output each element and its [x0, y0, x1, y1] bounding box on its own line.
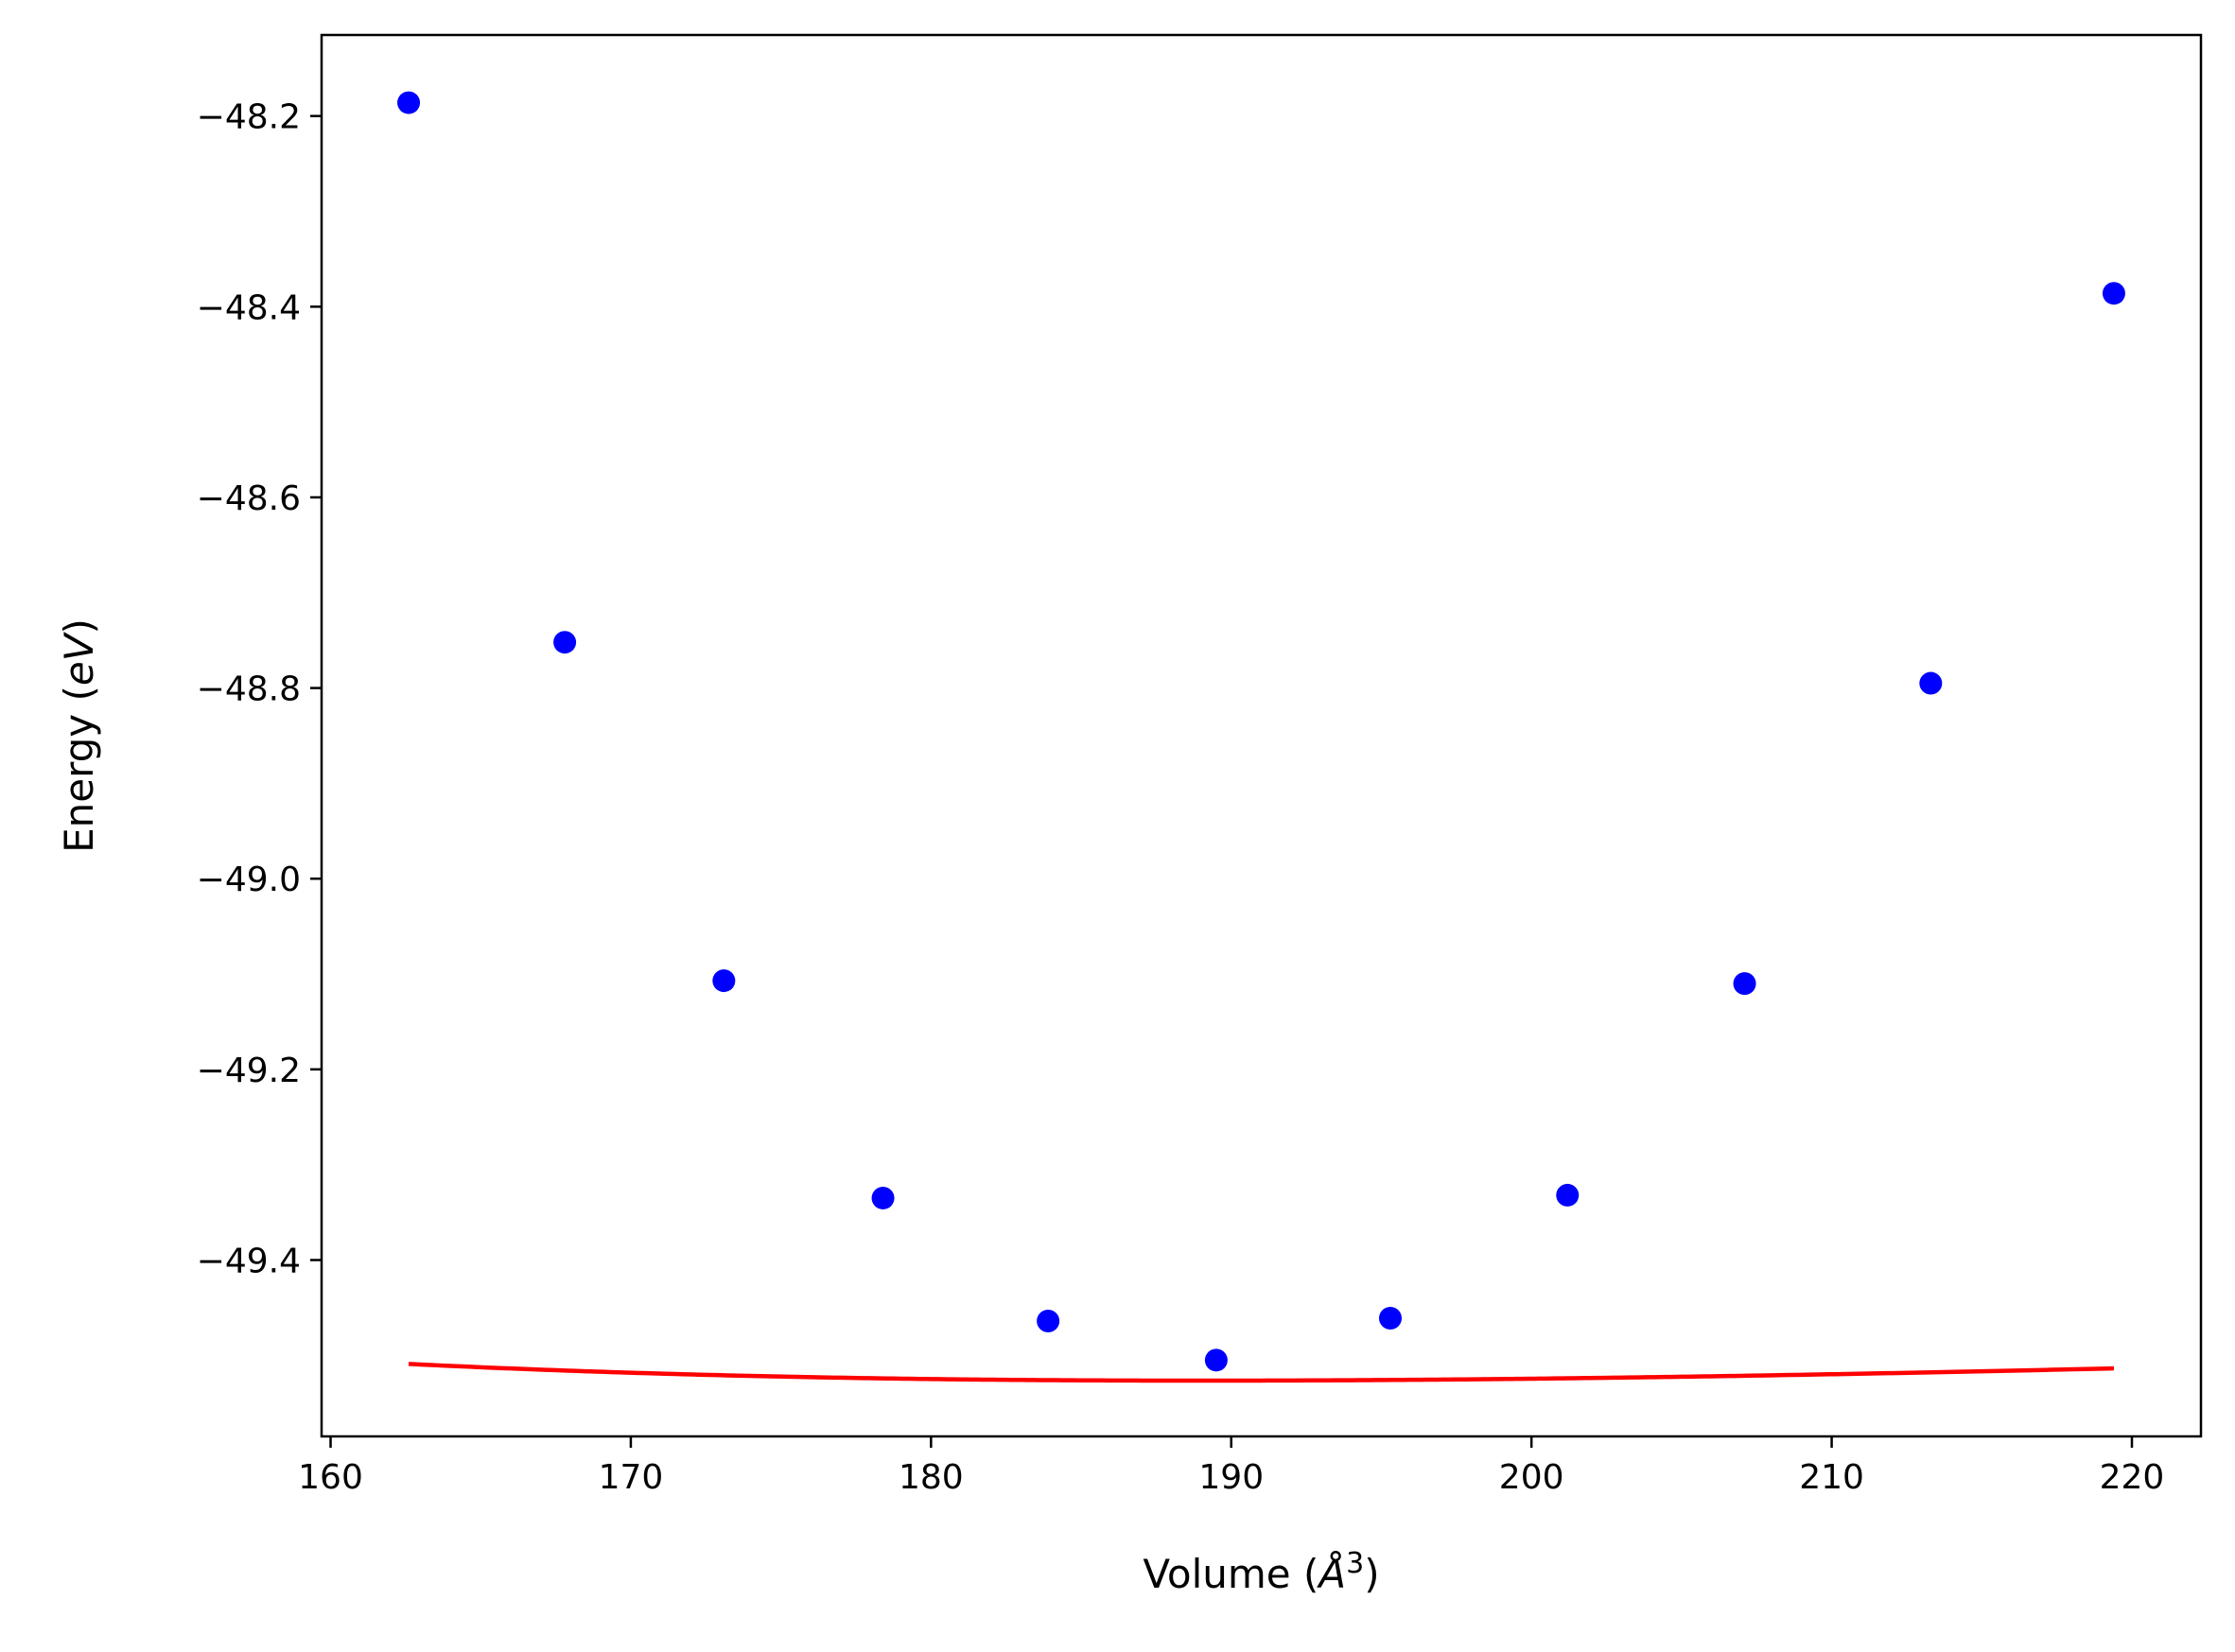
- y-tick-label: −48.4: [197, 288, 301, 327]
- y-tick-label: −49.4: [197, 1242, 301, 1280]
- data-point: [871, 1186, 895, 1209]
- y-axis-label-close: ): [56, 618, 102, 634]
- x-tick-label: 170: [599, 1458, 664, 1497]
- x-tick-label: 160: [298, 1458, 363, 1497]
- y-tick-label: −48.8: [197, 670, 301, 709]
- data-point: [553, 631, 577, 654]
- x-axis-label: Volume (Å3): [1143, 1547, 1379, 1597]
- data-point: [2102, 282, 2125, 305]
- data-point: [1919, 671, 1943, 695]
- x-tick-label: 220: [2100, 1458, 2165, 1497]
- plot-area: [397, 91, 2125, 1383]
- x-axis-label-exponent: 3: [1346, 1547, 1364, 1580]
- y-tick-label: −48.6: [197, 479, 301, 518]
- axes-frame: [320, 33, 2203, 1438]
- x-axis-ticks: 160 170 180 190 200 210 220: [298, 1436, 2164, 1497]
- fit-curve: [408, 1362, 2115, 1383]
- x-tick-label: 200: [1499, 1458, 1564, 1497]
- data-point: [1204, 1348, 1228, 1372]
- x-tick-label: 180: [899, 1458, 964, 1497]
- data-point: [1037, 1310, 1060, 1333]
- data-point: [712, 969, 736, 993]
- y-axis-label-unit: eV: [56, 631, 102, 686]
- x-axis-label-close: ): [1364, 1551, 1379, 1597]
- x-tick-label: 190: [1198, 1458, 1264, 1497]
- y-axis-label: Energy (eV): [56, 618, 102, 853]
- x-axis-label-main: Volume (: [1143, 1551, 1318, 1597]
- y-tick-label: −49.2: [197, 1052, 301, 1090]
- y-tick-label: −48.2: [197, 98, 301, 137]
- x-axis-label-unit: Å: [1316, 1550, 1346, 1597]
- data-point: [1733, 972, 1756, 996]
- y-axis-label-main: Energy (: [56, 686, 102, 853]
- x-tick-label: 210: [1799, 1458, 1864, 1497]
- data-point: [397, 91, 421, 114]
- y-axis-ticks: −48.2 −48.4 −48.6 −48.8 −49.0 −49.2 −49.4: [197, 98, 322, 1280]
- data-point: [1378, 1306, 1402, 1330]
- data-point: [1556, 1183, 1580, 1207]
- y-tick-label: −49.0: [197, 861, 301, 899]
